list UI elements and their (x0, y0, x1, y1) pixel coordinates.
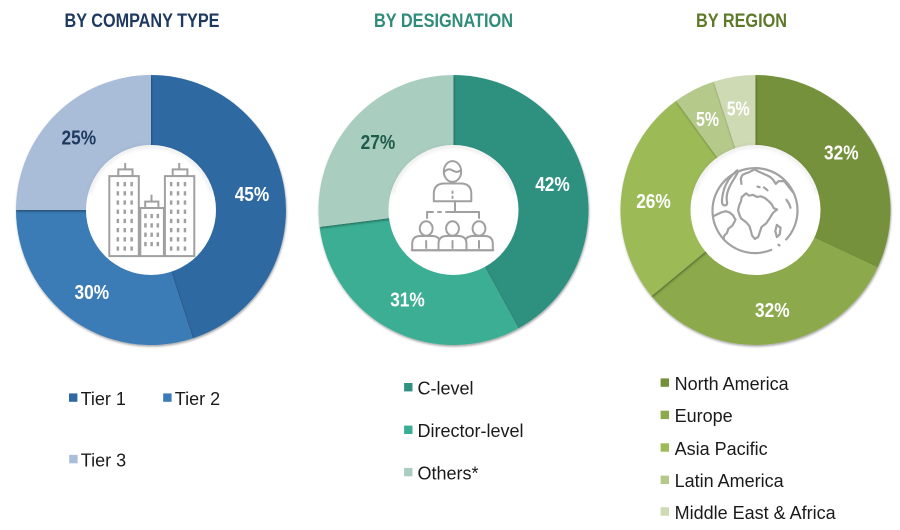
svg-text:Latin America: Latin America (675, 471, 785, 491)
svg-text:25%: 25% (62, 128, 97, 150)
svg-text:Others*: Others* (418, 463, 479, 483)
svg-text:North America: North America (675, 374, 790, 394)
svg-text:BY DESIGNATION: BY DESIGNATION (374, 11, 513, 32)
svg-text:5%: 5% (696, 109, 719, 131)
svg-text:Middle East & Africa: Middle East & Africa (675, 503, 837, 523)
svg-text:30%: 30% (75, 282, 110, 304)
svg-text:Tier 3: Tier 3 (81, 450, 126, 470)
svg-text:27%: 27% (361, 132, 396, 154)
svg-text:45%: 45% (235, 184, 270, 206)
svg-text:BY REGION: BY REGION (696, 11, 787, 32)
svg-text:Tier 2: Tier 2 (175, 389, 220, 409)
svg-text:Europe: Europe (675, 406, 733, 426)
svg-text:5%: 5% (727, 99, 750, 121)
svg-text:32%: 32% (824, 142, 859, 164)
svg-text:Asia Pacific: Asia Pacific (675, 439, 768, 459)
svg-text:42%: 42% (535, 174, 570, 196)
svg-text:C-level: C-level (418, 379, 474, 399)
svg-text:32%: 32% (755, 300, 790, 322)
svg-text:Tier 1: Tier 1 (81, 389, 126, 409)
svg-text:31%: 31% (390, 289, 425, 311)
svg-text:26%: 26% (636, 191, 671, 213)
svg-text:BY COMPANY TYPE: BY COMPANY TYPE (65, 11, 220, 32)
svg-text:Director-level: Director-level (418, 421, 524, 441)
